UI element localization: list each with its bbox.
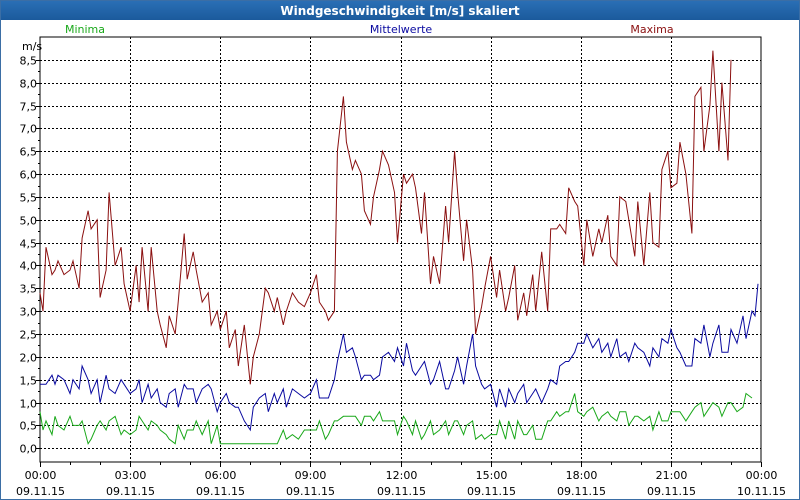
x-axis-ticks: 00:00 09.11.15 03:00 09.11.15 06:00 09.11.15 0… (16, 462, 786, 498)
y-tick-label: 6,5 (20, 146, 38, 159)
x-tick-date-label: 09.11.15 (647, 485, 696, 498)
y-tick-label: 5,5 (20, 192, 38, 205)
y-tick-label: 8,0 (20, 78, 38, 91)
y-tick-label: 8,5 (20, 55, 38, 68)
x-tick-date-label: 09.11.15 (557, 485, 606, 498)
plot-area-border (39, 36, 762, 463)
x-tick-date-label: 09.11.15 (286, 485, 335, 498)
y-tick-label: 7,5 (20, 101, 38, 114)
y-tick-label: 5,0 (20, 215, 38, 228)
x-tick-time-label: 09:00 (295, 469, 327, 482)
y-tick-label: 3,0 (20, 306, 38, 319)
window-title: Windgeschwindigkeit [m/s] skaliert (1, 1, 799, 20)
x-tick-date-label: 09.11.15 (106, 485, 155, 498)
series-line-mittelwerte (40, 283, 759, 432)
x-tick-date-label: 10.11.15 (737, 485, 786, 498)
x-tick-date-label: 09.11.15 (196, 485, 245, 498)
x-tick-time-label: 12:00 (386, 469, 418, 482)
x-tick-date-label: 09.11.15 (16, 485, 65, 498)
legend: Minima Mittelwerte Maxima (65, 23, 674, 36)
y-tick-label: 2,5 (20, 329, 38, 342)
x-tick-time-label: 03:00 (115, 469, 147, 482)
y-tick-label: 3,5 (20, 283, 38, 296)
y-axis-ticks: 0,0 0,5 1,0 1,5 2,0 2,5 3,0 3,5 4,0 4,5 5,0 5,5 6,0 6… (20, 55, 40, 456)
y-tick-label: 0,0 (20, 443, 38, 456)
y-tick-label: 0,5 (20, 420, 38, 433)
y-tick-label: 2,0 (20, 352, 38, 365)
x-tick-time-label: 21:00 (656, 469, 688, 482)
series-line-minima (39, 392, 753, 445)
series-line-maxima (39, 50, 732, 385)
y-tick-label: 7,0 (20, 123, 38, 136)
x-tick-date-label: 09.11.15 (377, 485, 426, 498)
grid-lines (40, 37, 761, 462)
legend-item-mittelwerte: Mittelwerte (370, 23, 433, 36)
y-tick-label: 1,0 (20, 398, 38, 411)
y-axis-label: m/s (22, 40, 42, 53)
x-tick-time-label: 15:00 (476, 469, 508, 482)
plot-frame (39, 36, 762, 463)
legend-item-minima: Minima (65, 23, 105, 36)
x-tick-time-label: 00:00 (25, 469, 57, 482)
legend-item-maxima: Maxima (630, 23, 673, 36)
x-tick-time-label: 18:00 (566, 469, 598, 482)
y-tick-label: 6,0 (20, 169, 38, 182)
wind-speed-chart: 0,0 0,5 1,0 1,5 2,0 2,5 3,0 3,5 4,0 4,5 5,0 5,5 6,0 6… (16, 23, 786, 498)
y-tick-label: 4,5 (20, 238, 38, 251)
y-tick-label: 4,0 (20, 260, 38, 273)
x-tick-date-label: 09.11.15 (467, 485, 516, 498)
y-tick-label: 1,5 (20, 375, 38, 388)
series-lines (39, 50, 759, 445)
x-tick-time-label: 00:00 (746, 469, 778, 482)
x-tick-time-label: 06:00 (205, 469, 237, 482)
